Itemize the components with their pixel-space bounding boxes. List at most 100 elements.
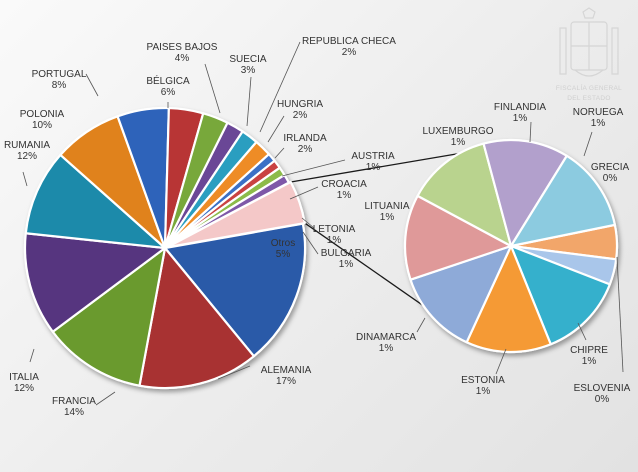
slice-chipre — [509, 244, 611, 346]
label-value-alemania: 17% — [276, 376, 296, 387]
slice-luxemburgo — [416, 142, 513, 248]
label-name-paises-bajos: PAISES BAJOS — [147, 42, 218, 53]
slice-labels: ALEMANIA 17%FRANCIA 14%ITALIA 12%RUMANIA 12%… — [4, 36, 631, 418]
label-name-suecia: SUECIA — [229, 54, 267, 65]
watermark-seal: FISCALÍA GENERAL DEL ESTADO — [556, 7, 622, 102]
label-value-hungria: 2% — [293, 110, 308, 121]
leader-bulgaria — [302, 231, 319, 255]
slice-dinamarca — [409, 244, 513, 344]
label-name-noruega: NORUEGA — [573, 107, 624, 118]
label-value-republica-checa: 2% — [342, 47, 357, 58]
label-value-estonia: 1% — [476, 386, 491, 397]
leader-alemania — [217, 365, 251, 380]
leader-dinamarca — [416, 317, 426, 333]
label-name-francia: FRANCIA — [52, 396, 96, 407]
label-value-chipre: 1% — [582, 356, 597, 367]
label-dinamarca: DINAMARCA 1% — [356, 332, 416, 354]
label-finlandia: FINLANDIA 1% — [494, 102, 547, 124]
leader-finlandia — [529, 121, 532, 143]
slice-noruega — [509, 154, 616, 248]
leader-francia — [95, 391, 116, 406]
label-name-italia: ITALIA — [9, 372, 39, 383]
label-polonia: POLONIA 10% — [20, 109, 65, 131]
label-value-portugal: 8% — [52, 80, 67, 91]
label-italia: ITALIA 12% — [9, 372, 39, 394]
label-value-eslovenia: 0% — [595, 394, 610, 405]
leader-paises-bajos — [204, 63, 221, 114]
label-bulgaria: BULGARIA 1% — [321, 248, 372, 270]
slice-italia — [51, 246, 167, 387]
slice-lituania — [403, 194, 513, 281]
label-value-letonia: 1% — [327, 235, 342, 246]
label-name-republica-checa: REPUBLICA CHECA — [302, 36, 396, 47]
main-pie — [23, 106, 307, 390]
leader-hungria — [267, 115, 285, 143]
label-irlanda: IRLANDA 2% — [283, 133, 327, 155]
label-chipre: CHIPRE 1% — [570, 345, 608, 367]
label-value-polonia: 10% — [32, 120, 52, 131]
label-name-letonia: LETONIA — [313, 224, 356, 235]
label-value-lituania: 1% — [380, 212, 395, 223]
label-name-eslovenia: ESLOVENIA — [574, 383, 631, 394]
leader-austria — [281, 159, 346, 177]
label-name-belgica: BÉLGICA — [146, 74, 190, 87]
label-otros: Otros 5% — [271, 238, 295, 260]
label-grecia: GRECIA 0% — [591, 162, 630, 184]
label-name-luxemburgo: LUXEMBURGO — [422, 126, 493, 137]
label-name-estonia: ESTONIA — [461, 375, 505, 386]
label-suecia: SUECIA 3% — [229, 54, 267, 76]
label-name-rumania: RUMANIA — [4, 140, 50, 151]
label-name-dinamarca: DINAMARCA — [356, 332, 416, 343]
label-lituania: LITUANIA 1% — [364, 201, 409, 223]
label-noruega: NORUEGA 1% — [573, 107, 624, 129]
leader-eslovenia — [616, 256, 624, 373]
label-name-chipre: CHIPRE — [570, 345, 608, 356]
label-value-italia: 12% — [14, 383, 34, 394]
label-eslovenia: ESLOVENIA 0% — [574, 383, 631, 405]
label-value-luxemburgo: 1% — [451, 137, 466, 148]
slice-otros — [165, 180, 306, 249]
label-name-bulgaria: BULGARIA — [321, 248, 372, 259]
slice-polonia — [24, 153, 167, 250]
label-value-francia: 14% — [64, 407, 84, 418]
leader-estonia — [495, 348, 507, 375]
label-name-austria: AUSTRIA — [351, 151, 395, 162]
label-value-noruega: 1% — [591, 118, 606, 129]
label-value-dinamarca: 1% — [379, 343, 394, 354]
coat-of-arms-icon — [559, 7, 619, 77]
label-paises-bajos: PAISES BAJOS 4% — [147, 42, 218, 64]
slice-estonia — [465, 244, 552, 354]
leader-republica-checa — [259, 41, 301, 133]
label-belgica: BÉLGICA 6% — [146, 74, 190, 98]
label-name-grecia: GRECIA — [591, 162, 630, 173]
label-name-otros: Otros — [271, 238, 295, 249]
label-croacia: CROACIA 1% — [321, 179, 367, 201]
label-name-polonia: POLONIA — [20, 109, 65, 120]
label-rumania: RUMANIA 12% — [4, 140, 50, 162]
label-hungria: HUNGRIA 2% — [277, 99, 323, 121]
label-value-austria: 1% — [366, 162, 381, 173]
label-austria: AUSTRIA 1% — [351, 151, 395, 173]
label-value-grecia: 0% — [603, 173, 618, 184]
watermark-line-1: FISCALÍA GENERAL — [556, 83, 622, 92]
label-value-rumania: 12% — [17, 151, 37, 162]
leader-rumania — [22, 171, 28, 187]
label-value-irlanda: 2% — [298, 144, 313, 155]
label-name-croacia: CROACIA — [321, 179, 367, 190]
label-value-belgica: 6% — [161, 87, 176, 98]
leader-letonia — [301, 217, 315, 229]
secondary-pie — [403, 138, 619, 354]
label-name-hungria: HUNGRIA — [277, 99, 323, 110]
label-value-otros: 5% — [276, 249, 291, 260]
label-value-finlandia: 1% — [513, 113, 528, 124]
label-francia: FRANCIA 14% — [52, 396, 96, 418]
label-value-paises-bajos: 4% — [175, 53, 190, 64]
slice-alemania — [163, 222, 307, 358]
label-name-finlandia: FINLANDIA — [494, 102, 547, 113]
label-name-portugal: PORTUGAL — [32, 69, 87, 80]
leader-suecia — [246, 76, 252, 127]
label-republica-checa: REPUBLICA CHECA 2% — [302, 36, 396, 58]
leader-irlanda — [274, 147, 285, 159]
label-alemania: ALEMANIA 17% — [261, 365, 312, 387]
